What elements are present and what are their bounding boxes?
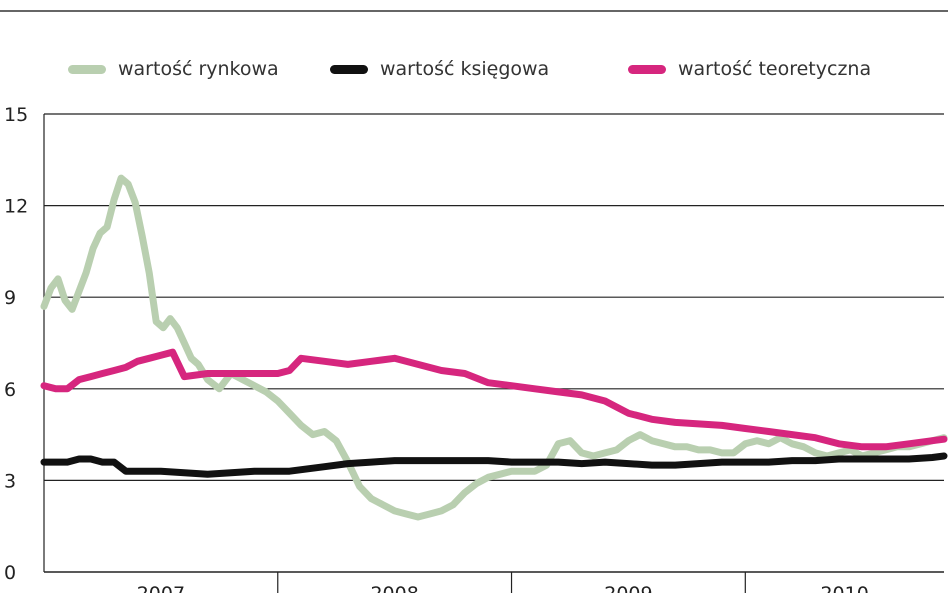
x-tick-label-2008: 2008 (370, 583, 418, 593)
chart-legend: wartość rynkowa wartość księgowa wartość… (0, 58, 948, 88)
series-lines (40, 174, 948, 521)
legend-item-market-value: wartość rynkowa (68, 58, 279, 80)
x-axis: 2007 2008 2009 2010 (137, 572, 869, 593)
y-axis: 0 3 6 9 12 15 (4, 104, 45, 584)
y-tick-label-9: 9 (4, 287, 16, 309)
legend-label-book-value: wartość księgowa (380, 58, 550, 80)
y-tick-label-6: 6 (4, 379, 16, 401)
x-tick-label-2009: 2009 (604, 583, 652, 593)
grid-lines (44, 113, 944, 573)
legend-item-theoretical-value: wartość teoretyczna (628, 58, 871, 80)
y-tick-label-15: 15 (4, 104, 28, 126)
y-tick-label-3: 3 (4, 470, 16, 492)
legend-item-book-value: wartość księgowa (330, 58, 549, 80)
y-tick-label-12: 12 (4, 196, 28, 218)
legend-swatch-book-value (330, 64, 368, 74)
legend-label-theoretical-value: wartość teoretyczna (678, 58, 872, 80)
legend-swatch-market-value (68, 64, 106, 74)
legend-label-market-value: wartość rynkowa (118, 58, 279, 80)
x-tick-label-2010: 2010 (820, 583, 868, 593)
series-line-2 (40, 348, 948, 451)
series-line-0 (40, 174, 948, 521)
y-tick-label-0: 0 (4, 562, 16, 584)
x-tick-label-2007: 2007 (137, 583, 185, 593)
series-line-1 (40, 452, 948, 478)
legend-swatch-theoretical-value (628, 64, 666, 74)
